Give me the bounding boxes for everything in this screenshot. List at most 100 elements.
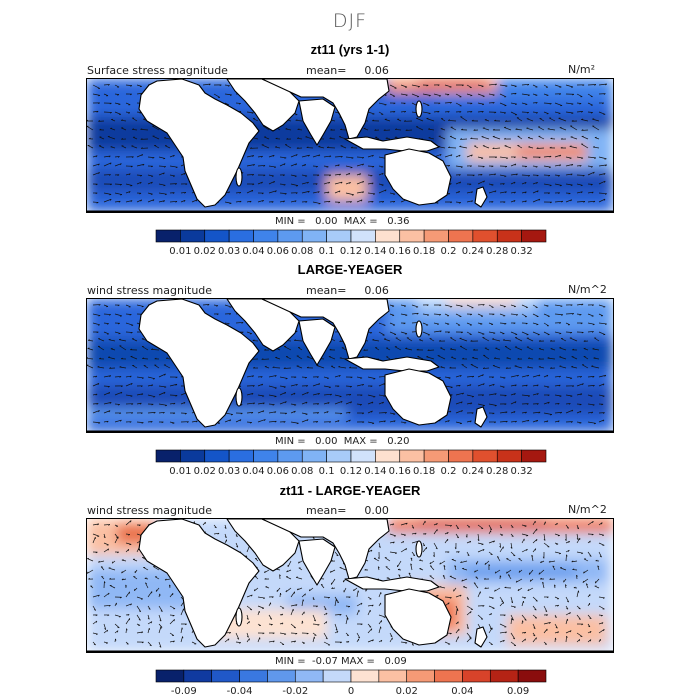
colorbar-2-tick-label: 0.12 [340, 466, 362, 477]
panel-2-variable-label: wind stress magnitude [87, 284, 213, 297]
colorbar-1-tick-label: 0.2 [441, 246, 457, 257]
colorbar-3-swatch-6 [322, 669, 352, 683]
panel-2-mean-label: mean= [306, 284, 347, 297]
colorbar-3-swatch-10 [434, 669, 463, 683]
colorbar-1-tick-label: 0.08 [291, 246, 313, 257]
land-mask-2 [87, 299, 613, 432]
colorbar-3-swatch-8 [378, 669, 408, 683]
panel-3-max-value: 0.09 [384, 656, 407, 667]
colorbar-2-tick-label: 0.32 [510, 466, 532, 477]
colorbar-1-tick-label: 0.04 [242, 246, 264, 257]
panel-3-mean: mean= 0.00 [306, 504, 389, 517]
colorbar-2-tick-label: 0.1 [319, 466, 335, 477]
panel-1-mean: mean= 0.06 [306, 64, 389, 77]
colorbar-2-swatch-1 [180, 449, 206, 463]
colorbar-2-swatch-2 [204, 449, 230, 463]
colorbar-1-swatch-7 [326, 229, 352, 243]
colorbar-3-swatch-2 [211, 669, 240, 683]
colorbar-2-tick-label: 0.04 [242, 466, 264, 477]
colorbar-2-swatch-6 [301, 449, 327, 463]
panel-2-mean-value: 0.06 [364, 284, 389, 297]
panel-3-variable-label: wind stress magnitude [87, 504, 213, 517]
panel-3-title: zt11 - LARGE-YEAGER [279, 483, 421, 498]
colorbar-1-tick-label: 0.03 [218, 246, 240, 257]
colorbar-2-swatch-10 [399, 449, 425, 463]
colorbar-1-tick-label: 0.24 [462, 246, 484, 257]
panel-3-mean-label: mean= [306, 504, 347, 517]
colorbar-1-swatch-15 [521, 229, 547, 243]
panel-3-minmax: MIN = -0.07 MAX = 0.09 [275, 656, 407, 667]
colorbar-1-swatch-3 [228, 229, 254, 243]
colorbar-2-tick-label: 0.06 [267, 466, 289, 477]
colorbar-2-swatch-7 [326, 449, 352, 463]
colorbar-3-tick-label: 0 [348, 686, 354, 697]
panel-1-min-value: 0.00 [315, 216, 338, 227]
colorbar-2-tick-label: 0.02 [194, 466, 216, 477]
colorbar-1-tick-label: 0.18 [413, 246, 435, 257]
colorbar-1-tick-label: 0.14 [364, 246, 386, 257]
colorbar-1-swatch-9 [375, 229, 401, 243]
panel-1-variable-label: Surface stress magnitude [87, 64, 228, 77]
colorbar-3-swatch-3 [239, 669, 268, 683]
panel-1-max-value: 0.36 [387, 216, 410, 227]
colorbar-2-swatch-11 [423, 449, 449, 463]
colorbar-3-tick-label: 0.09 [507, 686, 529, 697]
colorbar-3-tick-label: -0.02 [282, 686, 308, 697]
figure-title: DJF [332, 10, 368, 32]
colorbar-1-swatch-13 [472, 229, 498, 243]
panel-2-min-value: 0.00 [315, 436, 338, 447]
colorbar-1-tick-label: 0.1 [319, 246, 335, 257]
panel-3-min-value: -0.07 [311, 656, 338, 667]
colorbar-3-tick-label: 0.04 [451, 686, 473, 697]
colorbar-2-swatch-14 [496, 449, 522, 463]
colorbar-2-tick-label: 0.18 [413, 466, 435, 477]
colorbar-2-swatch-8 [350, 449, 376, 463]
panel-2-mean: mean= 0.06 [306, 284, 389, 297]
panel-2-colorbar: 0.01 0.02 0.03 0.04 0.06 0.08 0.1 0.12 0.14 0.16 0… [155, 449, 547, 480]
panel-3-colorbar: -0.09 -0.04 -0.02 0 0.02 0.04 0.09 [155, 669, 547, 700]
colorbar-3-swatch-5 [294, 669, 324, 683]
panel-2-max-value: 0.20 [387, 436, 410, 447]
colorbar-2-swatch-9 [375, 449, 401, 463]
colorbar-2-tick-label: 0.08 [291, 466, 313, 477]
colorbar-3-tick-label: -0.04 [227, 686, 253, 697]
colorbar-3-swatch-1 [183, 669, 213, 683]
colorbar-1-tick-label: 0.28 [486, 246, 508, 257]
colorbar-3-swatch-7 [350, 669, 380, 683]
colorbar-2-tick-label: 0.03 [218, 466, 240, 477]
panel-3-min-label: MIN = [275, 656, 306, 667]
colorbar-2-tick-label: 0.24 [462, 466, 484, 477]
colorbar-2-swatch-3 [228, 449, 254, 463]
panel-3-mean-value: 0.00 [364, 504, 389, 517]
land-mask-3 [87, 519, 613, 652]
colorbar-1-tick-label: 0.02 [194, 246, 216, 257]
colorbar-2-tick-label: 0.01 [169, 466, 191, 477]
colorbar-1-tick-label: 0.06 [267, 246, 289, 257]
colorbar-2-tick-label: 0.28 [486, 466, 508, 477]
panel-1-units: N/m² [568, 63, 596, 76]
colorbar-2-swatch-13 [472, 449, 498, 463]
colorbar-2-tick-label: 0.14 [364, 466, 386, 477]
panel-1-mean-label: mean= [306, 64, 347, 77]
colorbar-2-swatch-4 [253, 449, 279, 463]
panel-1-title: zt11 (yrs 1-1) [310, 42, 390, 57]
colorbar-1-tick-label: 0.16 [389, 246, 411, 257]
colorbar-1-swatch-11 [423, 229, 449, 243]
panel-3-max-label: MAX = [341, 656, 375, 667]
colorbar-3-swatch-4 [267, 669, 296, 683]
colorbar-2-swatch-15 [521, 449, 547, 463]
colorbar-1-swatch-5 [277, 229, 303, 243]
colorbar-2-tick-label: 0.16 [389, 466, 411, 477]
panel-1-max-label: MAX = [343, 216, 378, 227]
panel-2-units: N/m^2 [568, 283, 607, 296]
colorbar-3-swatch-13 [517, 669, 547, 683]
colorbar-3-swatch-9 [406, 669, 435, 683]
panel-1-minmax: MIN = 0.00 MAX = 0.36 [275, 216, 410, 227]
colorbar-2-swatch-5 [277, 449, 303, 463]
colorbar-1-swatch-12 [448, 229, 474, 243]
panel-2-title: LARGE-YEAGER [297, 262, 403, 277]
panel-1-mean-value: 0.06 [364, 64, 389, 77]
colorbar-1-swatch-1 [180, 229, 206, 243]
colorbar-1-swatch-10 [399, 229, 425, 243]
panel-2-minmax: MIN = 0.00 MAX = 0.20 [275, 436, 410, 447]
